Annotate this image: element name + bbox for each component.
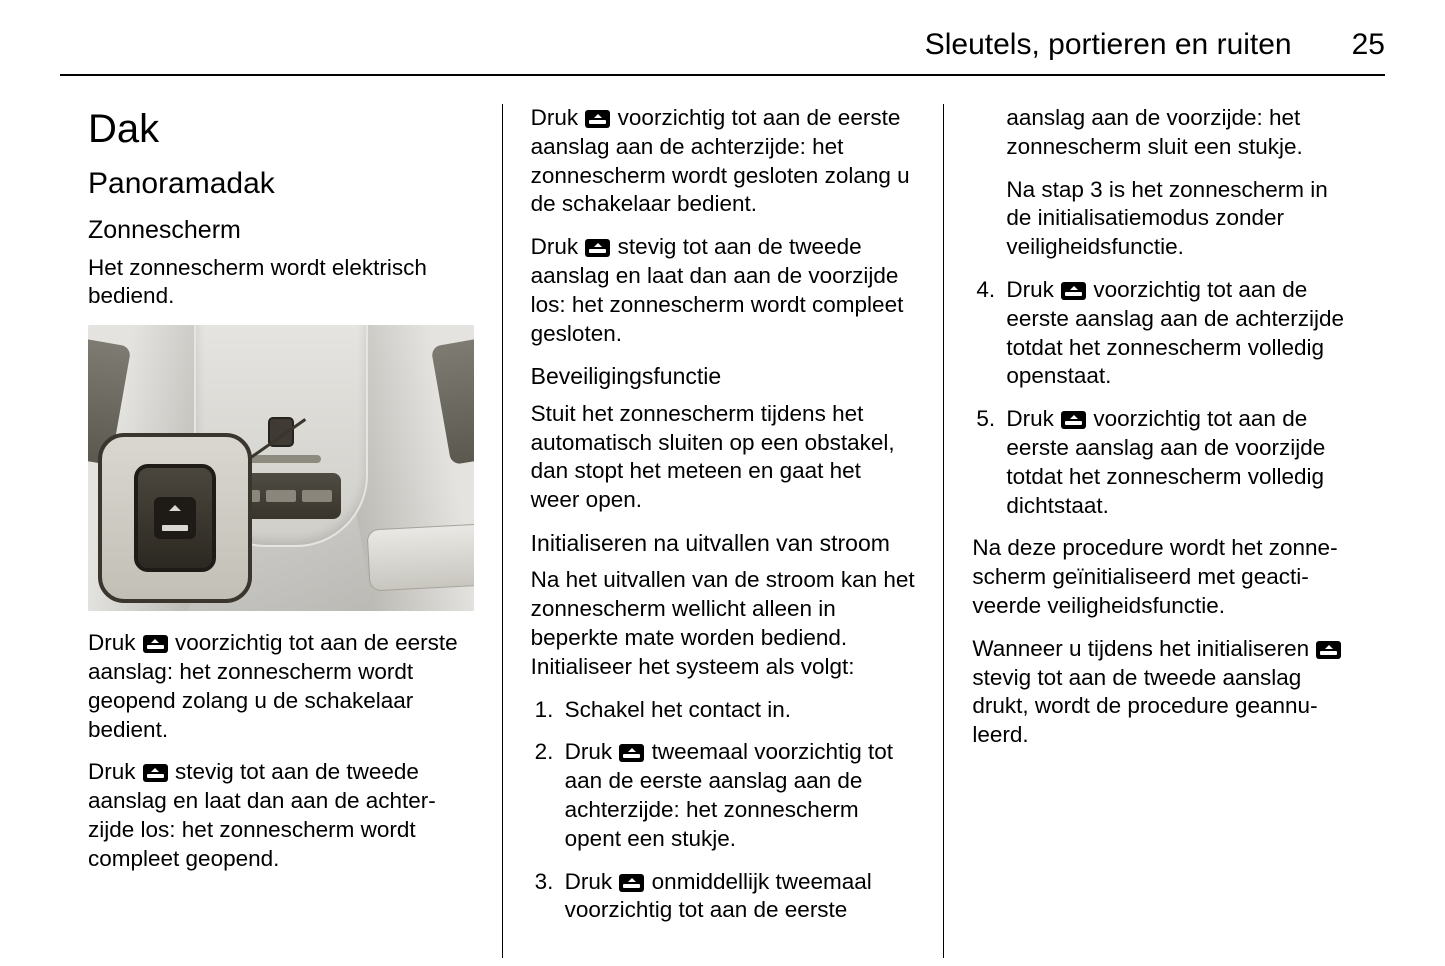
sunshade-switch-icon [619,874,644,892]
paragraph: Na deze procedure wordt het zonne­scherm… [972,534,1357,620]
heading-zonnescherm: Zonnescherm [88,214,474,246]
heading-beveiligingsfunctie: Beveiligingsfunctie [531,362,916,391]
sunshade-switch-icon [585,110,610,128]
list-item-continuation: Na stap 3 is het zonnescherm in de initi… [972,176,1357,262]
page-header: Sleutels, portieren en ruiten 25 [60,28,1385,76]
header-section: Sleutels, portieren en ruiten [925,28,1292,62]
heading-initialiseren: Initialiseren na uitvallen van stroom [531,529,916,558]
sunshade-switch-icon [585,239,610,257]
column-2: Druk voorzichtig tot aan de eerste aansl… [502,104,944,958]
init-steps-list-continued: Druk voorzichtig tot aan de eerste aansl… [972,276,1357,520]
paragraph: Druk voorzichtig tot aan de eerste aansl… [531,104,916,219]
page-number: 25 [1352,28,1385,62]
sunshade-switch-icon [143,635,168,653]
heading-panoramadak: Panoramadak [88,165,474,203]
sunshade-switch-icon [619,744,644,762]
paragraph: Stuit het zonnescherm tijdens het automa… [531,400,916,515]
list-item: Schakel het contact in. [531,696,916,725]
list-item: Druk voorzichtig tot aan de eerste aansl… [972,405,1357,520]
paragraph: Wanneer u tijdens het initialiseren stev… [972,635,1357,750]
column-3: aanslag aan de voorzijde: het zonnescher… [943,104,1385,958]
list-item-continuation: aanslag aan de voorzijde: het zonnescher… [972,104,1357,162]
paragraph: Druk voorzichtig tot aan de eerste aansl… [88,629,474,744]
paragraph: Druk stevig tot aan de tweede aanslag en… [531,233,916,348]
init-steps-list: Schakel het contact in. Druk tweemaal vo… [531,696,916,926]
paragraph: Na het uitvallen van de stroom kan het z… [531,566,916,681]
content-columns: Dak Panoramadak Zonnescherm Het zonnesch… [60,104,1385,958]
column-1: Dak Panoramadak Zonnescherm Het zonnesch… [60,104,502,958]
sunshade-switch-icon [1061,411,1086,429]
sunshade-switch-callout [98,433,252,603]
paragraph: Druk stevig tot aan de tweede aanslag en… [88,758,474,873]
sunshade-switch-icon [1316,641,1341,659]
list-item: Druk tweemaal voorzichtig tot aan de eer… [531,738,916,853]
list-item: Druk onmiddellijk tweemaal voorzichtig t… [531,868,916,926]
overhead-console-diagram [88,325,474,611]
paragraph: Het zonnescherm wordt elektrisch bediend… [88,254,474,312]
sunshade-switch-icon [143,764,168,782]
heading-dak: Dak [88,104,474,155]
sunshade-switch-icon [1061,282,1086,300]
list-item: Druk voorzichtig tot aan de eerste aansl… [972,276,1357,391]
